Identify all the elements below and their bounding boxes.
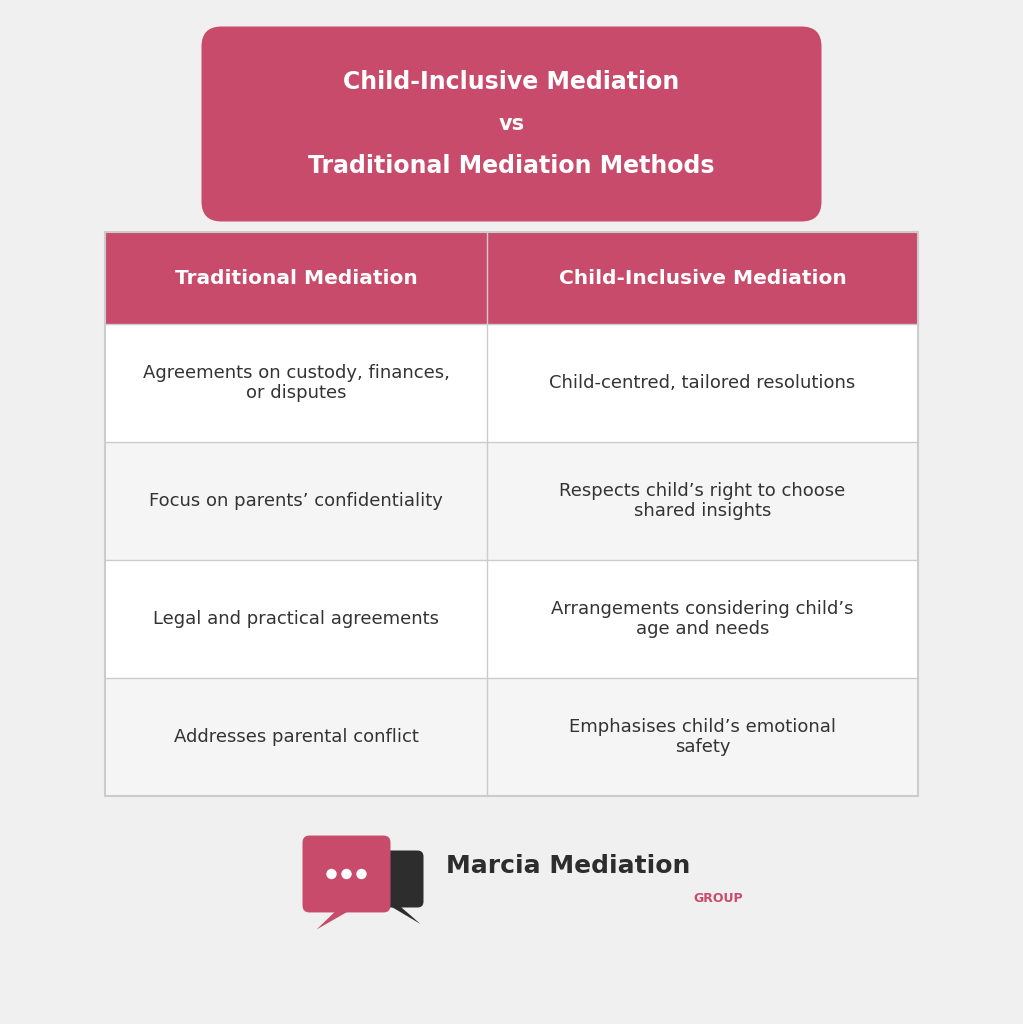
Ellipse shape [496, 511, 524, 534]
Bar [487, 678, 918, 796]
Text: Focus on parents’ confidentiality: Focus on parents’ confidentiality [149, 492, 443, 510]
Circle shape [440, 399, 750, 709]
Text: Child-centred, tailored resolutions: Child-centred, tailored resolutions [549, 374, 855, 392]
Circle shape [342, 868, 352, 880]
Ellipse shape [636, 555, 664, 577]
Bar [105, 678, 487, 796]
Text: GROUP: GROUP [694, 892, 744, 904]
FancyBboxPatch shape [357, 851, 424, 907]
Text: Agreements on custody, finances,
or disputes: Agreements on custody, finances, or disp… [142, 364, 449, 402]
Text: vs: vs [498, 114, 525, 134]
Text: Emphasises child’s emotional
safety: Emphasises child’s emotional safety [569, 718, 836, 757]
Ellipse shape [536, 553, 564, 575]
Ellipse shape [586, 548, 614, 570]
Circle shape [326, 868, 337, 880]
Text: Arrangements considering child’s
age and needs: Arrangements considering child’s age and… [551, 600, 854, 638]
Text: Traditional Mediation Methods: Traditional Mediation Methods [308, 154, 715, 178]
Bar [487, 442, 918, 560]
Circle shape [356, 868, 366, 880]
Text: Traditional Mediation: Traditional Mediation [175, 268, 417, 288]
Ellipse shape [446, 518, 474, 540]
Bar [105, 442, 487, 560]
Polygon shape [316, 905, 358, 930]
Polygon shape [383, 901, 420, 924]
Text: Child-Inclusive Mediation: Child-Inclusive Mediation [344, 70, 679, 94]
Bar [105, 324, 487, 442]
Text: Respects child’s right to choose
shared insights: Respects child’s right to choose shared … [560, 481, 846, 520]
Circle shape [310, 379, 620, 689]
Bar [105, 232, 487, 324]
Bar [487, 560, 918, 678]
Text: Marcia Mediation: Marcia Mediation [446, 854, 691, 878]
Bar [487, 232, 918, 324]
Ellipse shape [396, 513, 424, 535]
Bar [105, 560, 487, 678]
Text: Child-Inclusive Mediation: Child-Inclusive Mediation [559, 268, 846, 288]
Text: Addresses parental conflict: Addresses parental conflict [174, 728, 418, 746]
FancyBboxPatch shape [303, 836, 391, 912]
Text: Legal and practical agreements: Legal and practical agreements [153, 610, 439, 628]
FancyBboxPatch shape [202, 27, 821, 221]
Bar [487, 324, 918, 442]
Bar [105, 232, 918, 796]
